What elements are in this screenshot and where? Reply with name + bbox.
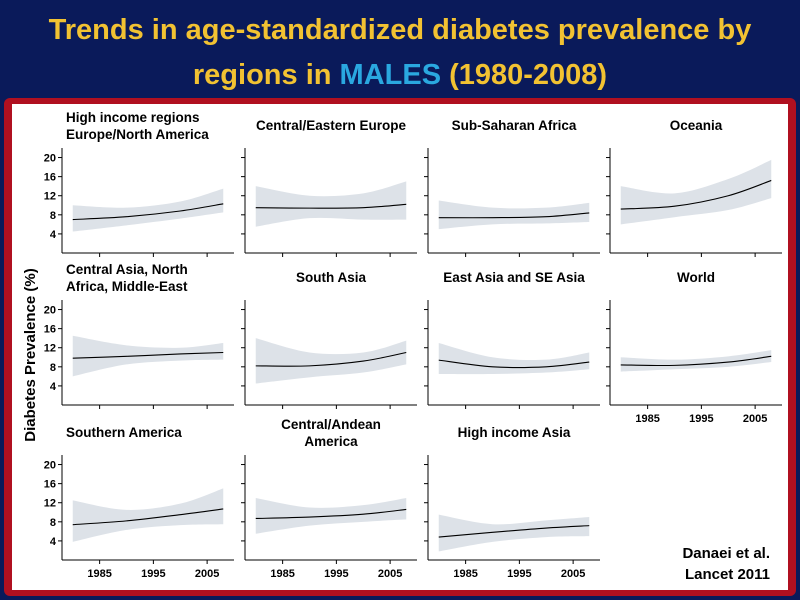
trend-line-10 bbox=[438, 525, 590, 538]
trend-line-6 bbox=[438, 359, 590, 369]
source-line-1: Danaei et al. bbox=[682, 545, 770, 562]
x-tick-label-9-2: 2005 bbox=[378, 568, 402, 580]
y-tick-label-8-3: 16 bbox=[44, 479, 56, 491]
trend-line-4 bbox=[72, 351, 224, 359]
uncertainty-band-3 bbox=[620, 159, 772, 225]
y-tick-label-0-4: 20 bbox=[44, 153, 56, 165]
x-tick-label-8-0: 1985 bbox=[87, 568, 111, 580]
y-tick-label-4-2: 12 bbox=[44, 343, 56, 355]
panel-title-0-1: Europe/North America bbox=[66, 127, 209, 142]
panel-title-1-0: Central/Eastern Europe bbox=[256, 118, 407, 133]
uncertainty-band-0 bbox=[72, 188, 224, 232]
x-tick-label-7-1: 1995 bbox=[689, 413, 713, 425]
y-tick-label-4-0: 4 bbox=[50, 381, 57, 393]
panel-title-10-0: High income Asia bbox=[458, 425, 571, 440]
x-tick-label-8-1: 1995 bbox=[141, 568, 165, 580]
y-tick-label-8-2: 12 bbox=[44, 498, 56, 510]
y-tick-label-0-2: 12 bbox=[44, 191, 56, 203]
panel-title-0-0: High income regions bbox=[66, 110, 200, 125]
trend-line-5 bbox=[255, 351, 407, 367]
title-line-2-prefix: regions in bbox=[192, 59, 340, 91]
panel-title-9-0: Central/Andean bbox=[281, 417, 381, 432]
y-tick-label-8-1: 8 bbox=[50, 517, 56, 529]
uncertainty-band-10 bbox=[438, 514, 590, 552]
trend-line-1 bbox=[255, 203, 407, 209]
y-tick-label-0-0: 4 bbox=[50, 229, 57, 241]
uncertainty-band-1 bbox=[255, 181, 407, 227]
uncertainty-band-7 bbox=[620, 350, 772, 372]
y-tick-label-0-3: 16 bbox=[44, 172, 56, 184]
y-tick-label-0-1: 8 bbox=[50, 210, 56, 222]
x-tick-label-9-1: 1995 bbox=[324, 568, 348, 580]
uncertainty-band-2 bbox=[438, 200, 590, 230]
panel-title-4-1: Africa, Middle-East bbox=[66, 279, 188, 294]
y-tick-label-4-1: 8 bbox=[50, 362, 56, 374]
uncertainty-band-6 bbox=[438, 342, 590, 375]
y-tick-label-4-3: 16 bbox=[44, 324, 56, 336]
title-males-highlight: MALES bbox=[339, 59, 442, 91]
y-tick-label-4-4: 20 bbox=[44, 305, 56, 317]
panel-title-5-0: South Asia bbox=[296, 270, 366, 285]
title-line-1: Trends in age-standardized diabetes prev… bbox=[48, 14, 752, 46]
x-tick-label-9-0: 1985 bbox=[270, 568, 294, 580]
trend-line-9 bbox=[255, 508, 407, 520]
uncertainty-band-8 bbox=[72, 488, 224, 542]
trend-line-0 bbox=[72, 203, 224, 221]
uncertainty-band-4 bbox=[72, 335, 224, 377]
slide-title: Trends in age-standardized diabetes prev… bbox=[0, 0, 800, 100]
panel-title-8-0: Southern America bbox=[66, 425, 182, 440]
panel-title-3-0: Oceania bbox=[670, 118, 723, 133]
y-axis-label: Diabetes Prevalence (%) bbox=[22, 268, 39, 441]
x-tick-label-8-2: 2005 bbox=[195, 568, 219, 580]
title-line-2-suffix: (1980-2008) bbox=[441, 59, 608, 91]
trend-line-3 bbox=[620, 179, 772, 210]
uncertainty-band-5 bbox=[255, 338, 407, 384]
x-tick-label-7-0: 1985 bbox=[635, 413, 659, 425]
x-tick-label-10-1: 1995 bbox=[507, 568, 531, 580]
trend-line-8 bbox=[72, 508, 224, 526]
x-tick-label-10-2: 2005 bbox=[561, 568, 585, 580]
source-line-2: Lancet 2011 bbox=[685, 566, 770, 583]
panel-title-7-0: World bbox=[677, 270, 715, 285]
y-tick-label-8-4: 20 bbox=[44, 460, 56, 472]
x-tick-label-10-0: 1985 bbox=[453, 568, 477, 580]
panel-title-2-0: Sub-Saharan Africa bbox=[452, 118, 577, 133]
title-line-2: regions in MALES (1980-2008) bbox=[0, 53, 800, 98]
trend-line-2 bbox=[438, 212, 590, 219]
panel-title-9-1: America bbox=[304, 434, 358, 449]
y-tick-label-8-0: 4 bbox=[50, 536, 57, 548]
x-tick-label-7-2: 2005 bbox=[743, 413, 767, 425]
trend-line-7 bbox=[620, 355, 772, 367]
panel-title-4-0: Central Asia, North bbox=[66, 262, 188, 277]
panel-title-6-0: East Asia and SE Asia bbox=[443, 270, 585, 285]
